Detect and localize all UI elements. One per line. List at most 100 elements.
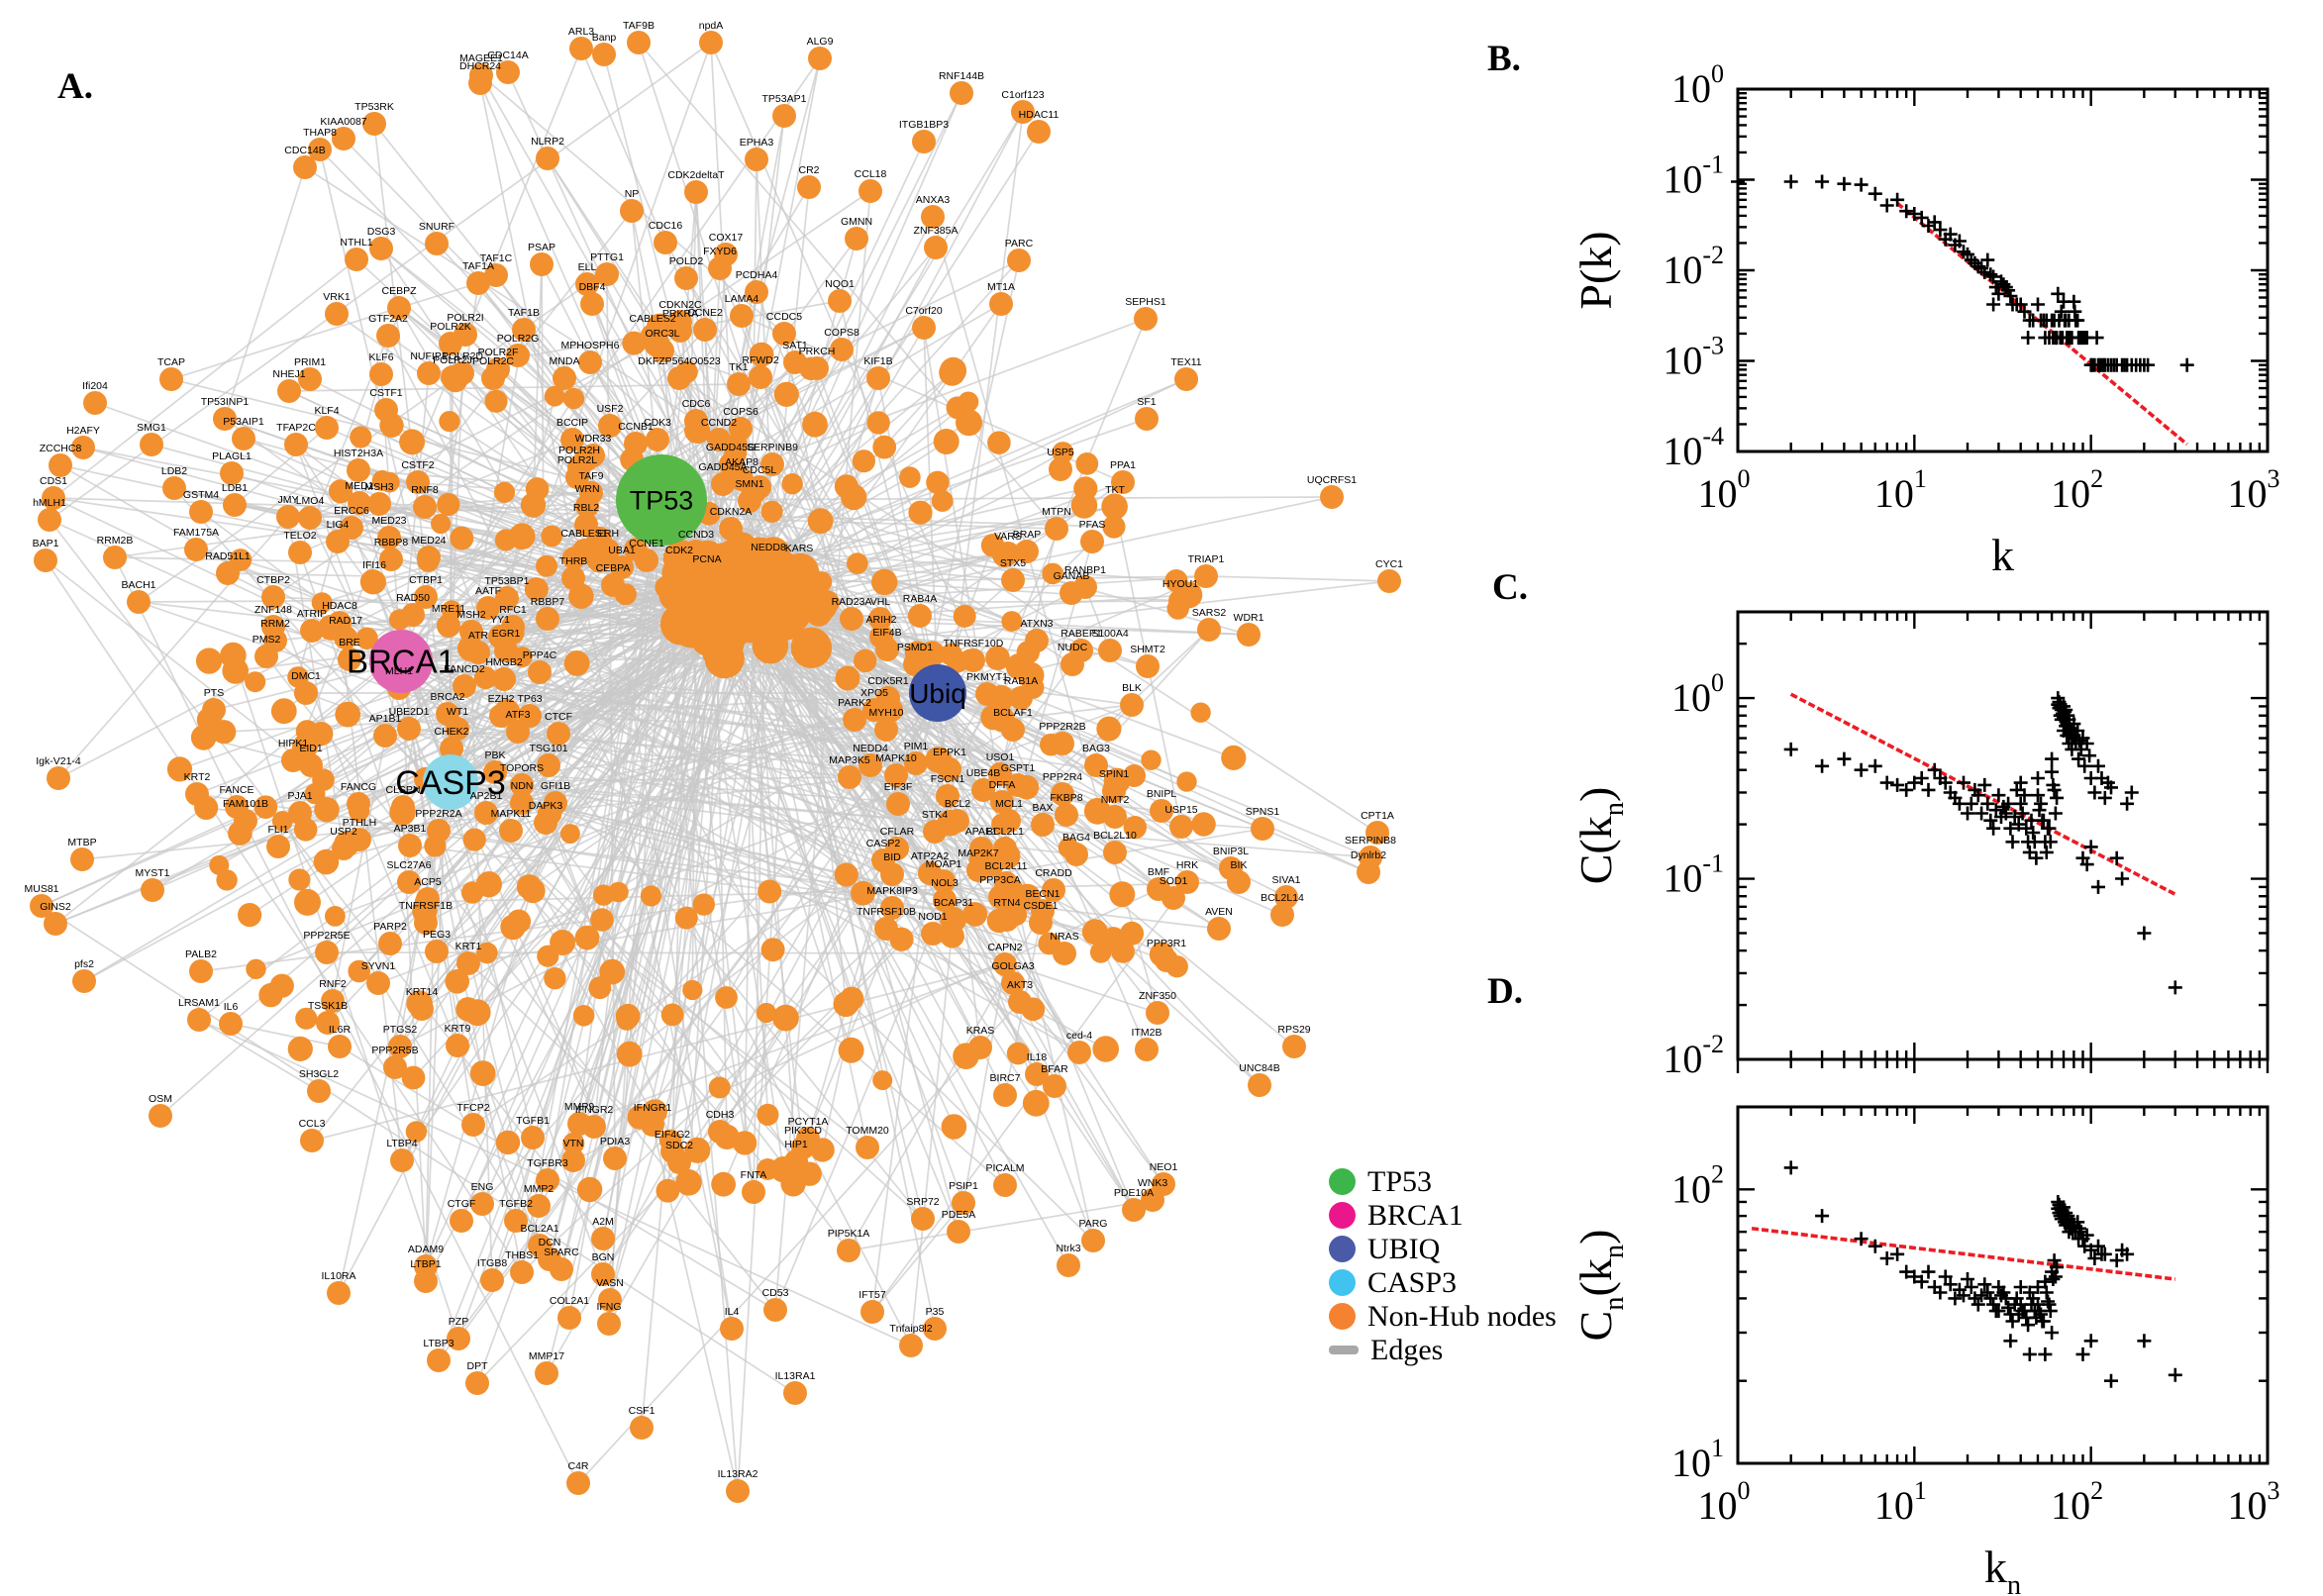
network-node[interactable] bbox=[590, 908, 614, 932]
network-node[interactable] bbox=[293, 155, 317, 179]
network-node[interactable] bbox=[562, 387, 585, 410]
network-node[interactable] bbox=[668, 319, 692, 343]
network-node[interactable] bbox=[473, 666, 497, 690]
network-node[interactable] bbox=[437, 492, 460, 517]
network-node[interactable] bbox=[405, 1121, 428, 1143]
network-node[interactable] bbox=[1134, 307, 1158, 331]
network-node[interactable] bbox=[1194, 564, 1218, 588]
network-node[interactable] bbox=[222, 657, 249, 684]
network-node[interactable] bbox=[660, 1003, 684, 1027]
network-node[interactable] bbox=[466, 271, 490, 295]
network-node[interactable] bbox=[1015, 540, 1039, 563]
network-node[interactable] bbox=[559, 824, 580, 845]
network-node[interactable] bbox=[1011, 100, 1035, 124]
network-node[interactable] bbox=[1007, 249, 1031, 272]
network-node[interactable] bbox=[1123, 816, 1148, 840]
network-node[interactable] bbox=[506, 344, 530, 367]
network-node[interactable] bbox=[520, 878, 546, 904]
network-node[interactable] bbox=[926, 470, 950, 494]
network-node[interactable] bbox=[996, 542, 1020, 565]
network-node[interactable] bbox=[512, 318, 536, 342]
network-node[interactable] bbox=[475, 871, 502, 898]
network-node[interactable] bbox=[811, 571, 833, 593]
network-node[interactable] bbox=[987, 431, 1011, 455]
network-node[interactable] bbox=[727, 372, 751, 396]
network-node[interactable] bbox=[715, 986, 738, 1009]
network-node[interactable] bbox=[1120, 921, 1145, 946]
network-node[interactable] bbox=[209, 854, 230, 875]
network-node[interactable] bbox=[270, 698, 297, 725]
network-node[interactable] bbox=[536, 554, 557, 577]
network-node[interactable] bbox=[530, 252, 554, 276]
network-node[interactable] bbox=[238, 903, 262, 928]
network-node[interactable] bbox=[760, 938, 785, 962]
network-node[interactable] bbox=[83, 391, 107, 415]
network-node[interactable] bbox=[693, 318, 717, 342]
network-node[interactable] bbox=[851, 880, 875, 906]
network-node[interactable] bbox=[563, 650, 590, 676]
network-node[interactable] bbox=[654, 231, 677, 254]
network-node[interactable] bbox=[245, 671, 266, 693]
network-node[interactable] bbox=[908, 500, 933, 525]
network-node[interactable] bbox=[494, 529, 517, 551]
network-node[interactable] bbox=[730, 304, 754, 328]
network-node[interactable] bbox=[588, 976, 612, 1000]
network-node[interactable] bbox=[757, 1158, 779, 1180]
network-node[interactable] bbox=[834, 862, 858, 887]
network-node[interactable] bbox=[772, 1004, 799, 1032]
network-node[interactable] bbox=[481, 366, 505, 390]
network-node[interactable] bbox=[246, 958, 266, 979]
network-node[interactable] bbox=[674, 266, 698, 290]
network-node[interactable] bbox=[450, 526, 474, 550]
network-node[interactable] bbox=[362, 112, 386, 136]
network-node[interactable] bbox=[463, 999, 491, 1027]
network-node[interactable] bbox=[576, 1176, 603, 1203]
network-node[interactable] bbox=[350, 426, 372, 449]
network-node[interactable] bbox=[592, 43, 616, 66]
network-node[interactable] bbox=[1102, 515, 1126, 539]
network-node[interactable] bbox=[1025, 629, 1049, 652]
network-node[interactable] bbox=[845, 227, 868, 250]
network-node[interactable] bbox=[708, 1076, 731, 1099]
network-node[interactable] bbox=[345, 248, 368, 271]
network-node[interactable] bbox=[190, 725, 217, 750]
network-node[interactable] bbox=[1060, 581, 1083, 605]
network-node[interactable] bbox=[269, 973, 294, 998]
network-node[interactable] bbox=[941, 1114, 967, 1140]
network-node[interactable] bbox=[439, 411, 460, 433]
network-node[interactable] bbox=[682, 979, 703, 1001]
network-node[interactable] bbox=[757, 1103, 779, 1126]
network-node[interactable] bbox=[520, 492, 547, 518]
network-node[interactable] bbox=[985, 646, 1010, 670]
network-node[interactable] bbox=[745, 148, 768, 171]
network-node[interactable] bbox=[828, 289, 852, 313]
network-node[interactable] bbox=[708, 256, 732, 280]
network-node[interactable] bbox=[355, 627, 378, 649]
network-node[interactable] bbox=[506, 909, 532, 934]
network-node[interactable] bbox=[313, 848, 340, 875]
network-node[interactable] bbox=[760, 500, 783, 523]
network-node[interactable] bbox=[1120, 693, 1144, 717]
network-node[interactable] bbox=[1197, 618, 1221, 642]
network-node[interactable] bbox=[553, 366, 576, 390]
network-node[interactable] bbox=[1221, 745, 1247, 771]
network-node[interactable] bbox=[833, 991, 859, 1018]
network-node[interactable] bbox=[401, 1065, 426, 1090]
network-node[interactable] bbox=[608, 881, 629, 903]
network-node[interactable] bbox=[159, 367, 183, 391]
network-node[interactable] bbox=[772, 104, 796, 128]
network-node[interactable] bbox=[277, 379, 301, 403]
network-node[interactable] bbox=[325, 302, 349, 326]
network-node[interactable] bbox=[756, 1002, 777, 1024]
network-node[interactable] bbox=[572, 1005, 595, 1027]
network-node[interactable] bbox=[1045, 517, 1068, 541]
network-node[interactable] bbox=[699, 31, 723, 54]
network-node[interactable] bbox=[1098, 639, 1122, 662]
network-node[interactable] bbox=[1009, 686, 1033, 710]
network-node[interactable] bbox=[1109, 881, 1136, 908]
network-node[interactable] bbox=[933, 429, 960, 454]
network-node[interactable] bbox=[746, 587, 770, 612]
network-node[interactable] bbox=[468, 71, 492, 95]
network-node[interactable] bbox=[1027, 120, 1051, 144]
network-node[interactable] bbox=[1075, 452, 1099, 475]
